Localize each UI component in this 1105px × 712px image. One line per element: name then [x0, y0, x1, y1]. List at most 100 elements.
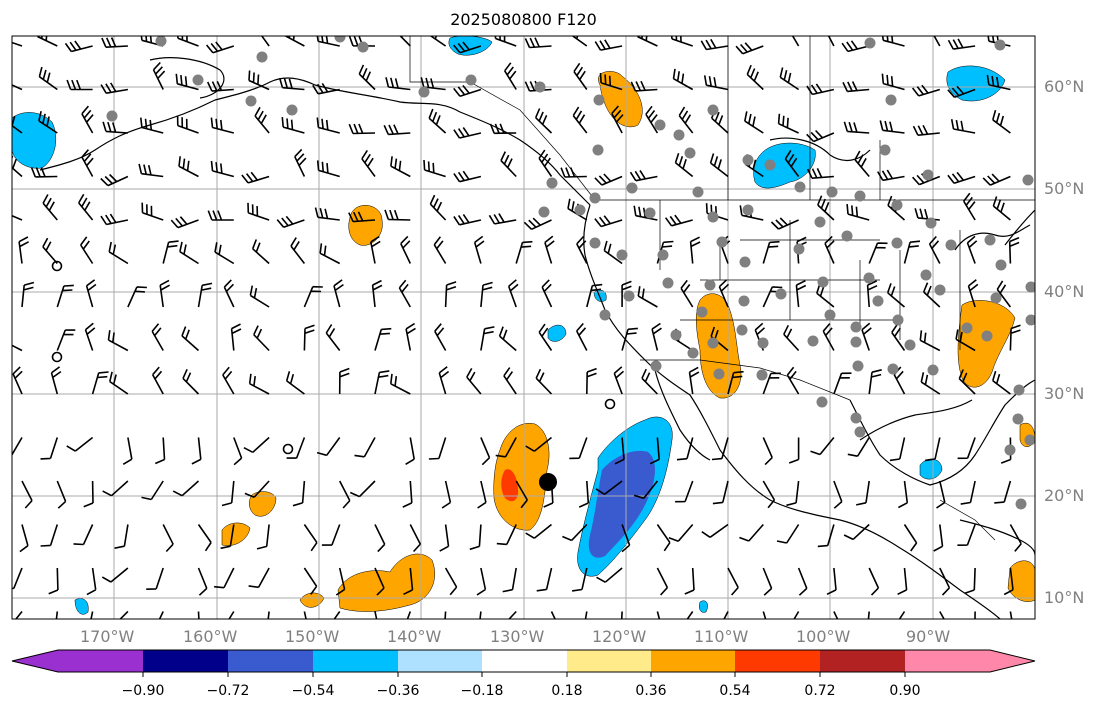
wind-barb: [178, 156, 199, 178]
station-marker: [892, 314, 904, 326]
wind-barb: [154, 437, 166, 465]
wind-barb: [101, 567, 129, 583]
station-marker: [826, 186, 838, 198]
wind-barb: [886, 283, 906, 308]
station-marker: [673, 129, 685, 141]
wind-barb: [963, 192, 976, 221]
wind-barb: [498, 326, 517, 352]
wind-barb: [912, 173, 941, 186]
wind-barb: [172, 480, 200, 497]
wind-barb: [66, 436, 94, 452]
wind-barb: [319, 243, 341, 265]
wind-barb: [571, 567, 588, 592]
wind-barb: [314, 207, 340, 221]
wind-barb: [727, 370, 744, 395]
colorbar-tick-label: 0.18: [551, 683, 583, 699]
station-marker: [850, 321, 862, 333]
wind-barb: [210, 160, 235, 178]
highlight-marker[interactable]: [539, 473, 557, 491]
wind-barb: [786, 480, 800, 507]
station-marker: [1012, 413, 1024, 425]
colorbar-seg-7: [567, 650, 653, 672]
station-marker: [738, 295, 750, 307]
wind-barb: [253, 325, 270, 352]
wind-barb: [405, 322, 416, 351]
station-marker: [696, 306, 708, 318]
station-marker: [589, 237, 601, 249]
wind-barb: [538, 323, 553, 351]
wind-barb: [321, 524, 341, 546]
wind-barb: [495, 437, 517, 458]
wind-barb: [251, 239, 270, 265]
station-marker: [756, 369, 768, 381]
wind-barb: [637, 286, 658, 308]
wind-barb: [711, 437, 729, 461]
wind-barb: [571, 36, 588, 47]
wind-barb: [868, 567, 880, 596]
wind-barb: [348, 211, 376, 223]
wind-barb: [723, 611, 729, 619]
lat-label-60n: 60°N: [1044, 77, 1085, 96]
wind-barb: [12, 115, 23, 134]
station-marker: [692, 186, 704, 198]
station-marker: [716, 236, 728, 248]
wind-barb: [982, 173, 1011, 186]
station-marker: [793, 243, 805, 255]
wind-barb: [466, 368, 482, 395]
wind-barb: [114, 524, 129, 549]
wind-barb: [887, 195, 906, 221]
wind-barb: [797, 567, 808, 596]
station-marker: [817, 276, 829, 288]
station-marker: [654, 119, 666, 131]
wind-barb: [480, 437, 491, 466]
wind-barb: [30, 167, 58, 178]
map-title: 2025080800 F120: [450, 10, 597, 29]
wind-barb: [633, 480, 659, 500]
wind-barb: [453, 41, 482, 54]
wind-barb: [151, 323, 164, 351]
wind-barb: [361, 149, 376, 177]
wind-barb: [256, 524, 270, 550]
wind-barb: [371, 279, 383, 308]
wind-barb: [73, 524, 94, 546]
wind-barb: [947, 38, 976, 50]
wind-barb: [12, 437, 23, 457]
wind-barb: [66, 79, 93, 91]
wind-barb: [504, 62, 517, 90]
wind-barb: [578, 480, 590, 508]
wind-barb: [939, 611, 945, 619]
station-marker: [644, 207, 656, 219]
wind-barb: [594, 215, 623, 228]
wind-barb: [867, 611, 870, 619]
wind-barb: [621, 327, 638, 351]
station-marker: [599, 309, 611, 321]
station-marker: [687, 347, 699, 359]
wind-barb: [675, 480, 694, 503]
wind-barb: [586, 367, 597, 395]
wind-barb: [586, 283, 603, 308]
wind-barb: [786, 366, 800, 395]
wind-barb: [992, 370, 1011, 395]
wind-barb: [50, 366, 62, 395]
wind-barb: [777, 113, 799, 134]
wind-barb: [664, 214, 693, 227]
station-marker: [995, 259, 1007, 271]
wind-barb: [473, 235, 485, 264]
wind-barb: [806, 83, 835, 96]
wind-barb: [12, 366, 23, 395]
wind-barb: [939, 567, 951, 596]
station-marker: [574, 204, 586, 216]
station-marker: [742, 204, 754, 216]
station-marker: [927, 364, 939, 376]
station-marker: [850, 412, 862, 424]
wind-barb: [762, 437, 773, 466]
wind-barb: [228, 611, 235, 619]
colorbar-seg-4: [313, 650, 399, 672]
wind-barb: [438, 366, 450, 395]
wind-barb: [891, 323, 906, 351]
coastlines: [39, 57, 1035, 619]
wind-barb: [817, 195, 835, 221]
wind-barb: [806, 168, 834, 179]
wind-barb: [207, 210, 234, 221]
